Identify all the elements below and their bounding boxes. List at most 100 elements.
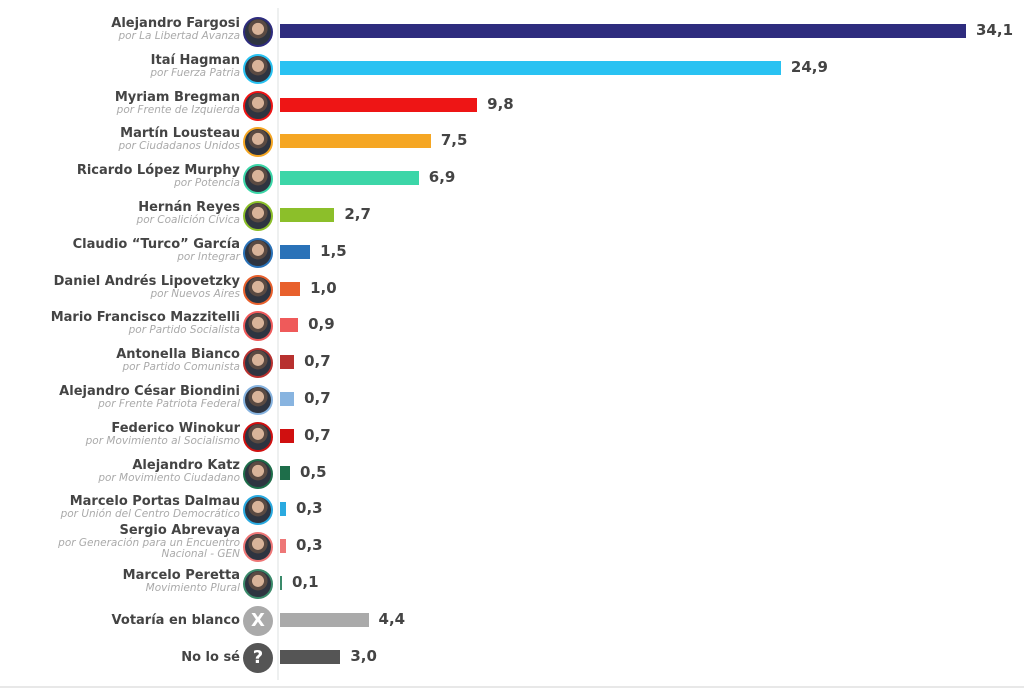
candidate-label: Daniel Andrés Lipovetzky por Nuevos Aire… bbox=[54, 274, 240, 300]
chart-row: No lo sé ? 3,0 bbox=[0, 640, 1024, 676]
bar bbox=[280, 60, 781, 75]
candidate-name: Antonella Bianco bbox=[116, 347, 240, 363]
bar bbox=[280, 134, 431, 149]
chart-row: Claudio “Turco” García por Integrar 1,5 bbox=[0, 235, 1024, 271]
candidate-label: Federico Winokur por Movimiento al Socia… bbox=[86, 421, 240, 447]
value-label: 9,8 bbox=[487, 94, 514, 113]
value-label: 0,7 bbox=[304, 389, 331, 407]
value-label: 0,3 bbox=[296, 499, 323, 518]
party-name: por Generación para un Encuentro Naciona… bbox=[58, 537, 240, 561]
chart-row: Ricardo López Murphy por Potencia 6,9 bbox=[0, 161, 1024, 197]
candidate-avatar bbox=[243, 17, 273, 47]
chart-row: Marcelo Peretta Movimiento Plural 0,1 bbox=[0, 566, 1024, 602]
party-name: por Movimiento Ciudadano bbox=[98, 471, 240, 484]
value-label: 6,9 bbox=[428, 168, 456, 187]
candidate-label: Votaría en blanco bbox=[112, 613, 240, 628]
candidate-label: Alejandro Katz por Movimiento Ciudadano bbox=[98, 458, 240, 484]
candidate-name: Ricardo López Murphy bbox=[76, 163, 240, 179]
candidate-name: Martín Lousteau bbox=[120, 126, 240, 142]
chart-row: Itaí Hagman por Fuerza Patria 24,9 bbox=[0, 51, 1024, 87]
chart-row: Daniel Andrés Lipovetzky por Nuevos Aire… bbox=[0, 272, 1024, 308]
chart-row: Hernán Reyes por Coalición Cívica 2,7 bbox=[0, 198, 1024, 234]
party-name: por Fuerza Patria bbox=[150, 66, 240, 79]
chart-row: Sergio Abrevaya por Generación para un E… bbox=[0, 523, 1024, 565]
value-label: 0,3 bbox=[296, 536, 323, 555]
value-label: 0,7 bbox=[304, 352, 331, 371]
chart-row: Alejandro Katz por Movimiento Ciudadano … bbox=[0, 456, 1024, 492]
candidate-label: Hernán Reyes por Coalición Cívica bbox=[137, 200, 240, 226]
party-name: por Potencia bbox=[174, 177, 240, 190]
chart-row: Marcelo Portas Dalmau por Unión del Cent… bbox=[0, 492, 1024, 528]
candidate-label: Alejandro Fargosi por La Libertad Avanza bbox=[111, 16, 240, 42]
party-name: por Unión del Centro Democrático bbox=[60, 508, 240, 521]
candidate-label: Itaí Hagman por Fuerza Patria bbox=[150, 53, 240, 79]
candidate-label: Ricardo López Murphy por Potencia bbox=[77, 163, 240, 189]
candidate-name: Marcelo Portas Dalmau bbox=[69, 494, 240, 510]
candidate-name: Alejandro Katz bbox=[132, 457, 240, 473]
question-icon: ? bbox=[243, 642, 273, 673]
party-name: por Coalición Cívica bbox=[136, 214, 240, 226]
bar bbox=[280, 97, 478, 112]
candidate-name: Federico Winokur bbox=[111, 420, 240, 436]
party-name: por La Libertad Avanza bbox=[118, 30, 240, 42]
chart-row: Martín Lousteau por Ciudadanos Unidos 7,… bbox=[0, 124, 1024, 160]
candidate-name: Alejandro César Biondini bbox=[59, 384, 240, 399]
party-name: por Frente de Izquierda bbox=[116, 103, 240, 116]
party-name: por Movimiento al Socialismo bbox=[85, 434, 240, 447]
candidate-label: Alejandro César Biondini por Frente Patr… bbox=[59, 384, 240, 410]
candidate-avatar bbox=[243, 53, 273, 84]
candidate-name: Marcelo Peretta bbox=[122, 568, 240, 583]
candidate-avatar bbox=[243, 274, 273, 305]
candidate-label: Sergio Abrevaya por Generación para un E… bbox=[10, 523, 240, 560]
bar bbox=[280, 392, 295, 406]
party-name: por Ciudadanos Unidos bbox=[118, 140, 240, 153]
chart-row: Alejandro Fargosi por La Libertad Avanza… bbox=[0, 14, 1024, 50]
candidate-label: Marcelo Portas Dalmau por Unión del Cent… bbox=[61, 494, 240, 520]
value-label: 0,5 bbox=[300, 462, 327, 481]
bar bbox=[280, 539, 287, 554]
bar bbox=[280, 355, 295, 370]
chart-row: Federico Winokur por Movimiento al Socia… bbox=[0, 419, 1024, 455]
party-name: por Partido Comunista bbox=[122, 361, 240, 374]
value-label: 34,1 bbox=[976, 21, 1014, 39]
candidate-name: Itaí Hagman bbox=[150, 52, 240, 68]
candidate-name: Sergio Abrevaya bbox=[119, 523, 241, 539]
bar bbox=[280, 244, 311, 259]
bar bbox=[280, 428, 295, 443]
candidate-avatar bbox=[243, 495, 273, 526]
candidate-avatar bbox=[243, 569, 273, 599]
bar bbox=[280, 576, 282, 590]
party-name: por Frente Patriota Federal bbox=[98, 398, 240, 410]
bar bbox=[280, 465, 291, 480]
bar bbox=[280, 171, 419, 186]
bar bbox=[280, 318, 299, 333]
candidate-label: Mario Francisco Mazzitelli por Partido S… bbox=[51, 310, 240, 336]
bar bbox=[280, 281, 301, 296]
axis-line bbox=[277, 8, 279, 680]
candidate-name: Hernán Reyes bbox=[138, 200, 240, 215]
value-label: 7,5 bbox=[440, 131, 468, 150]
candidate-label: Martín Lousteau por Ciudadanos Unidos bbox=[118, 126, 240, 152]
candidate-label: No lo sé bbox=[181, 650, 240, 665]
candidate-avatar bbox=[243, 90, 273, 121]
candidate-avatar bbox=[243, 532, 273, 563]
candidate-label: Marcelo Peretta Movimiento Plural bbox=[123, 568, 240, 594]
candidate-avatar bbox=[243, 164, 273, 195]
candidate-avatar bbox=[243, 385, 273, 415]
value-label: 0,7 bbox=[304, 425, 331, 444]
candidate-label: Myriam Bregman por Frente de Izquierda bbox=[115, 90, 240, 116]
value-label: 4,4 bbox=[378, 609, 406, 628]
party-name: por Nuevos Aires bbox=[150, 287, 240, 300]
candidate-avatar bbox=[243, 127, 273, 158]
candidate-name: Daniel Andrés Lipovetzky bbox=[53, 273, 240, 289]
x-icon: X bbox=[243, 605, 273, 636]
bar bbox=[280, 24, 966, 38]
candidate-name: Claudio “Turco” García bbox=[72, 236, 240, 252]
chart-row: Mario Francisco Mazzitelli por Partido S… bbox=[0, 308, 1024, 344]
candidate-avatar bbox=[243, 201, 273, 231]
candidate-avatar bbox=[243, 311, 273, 342]
chart-row: Antonella Bianco por Partido Comunista 0… bbox=[0, 345, 1024, 381]
candidate-avatar bbox=[243, 237, 273, 268]
value-label: 0,9 bbox=[308, 315, 335, 334]
